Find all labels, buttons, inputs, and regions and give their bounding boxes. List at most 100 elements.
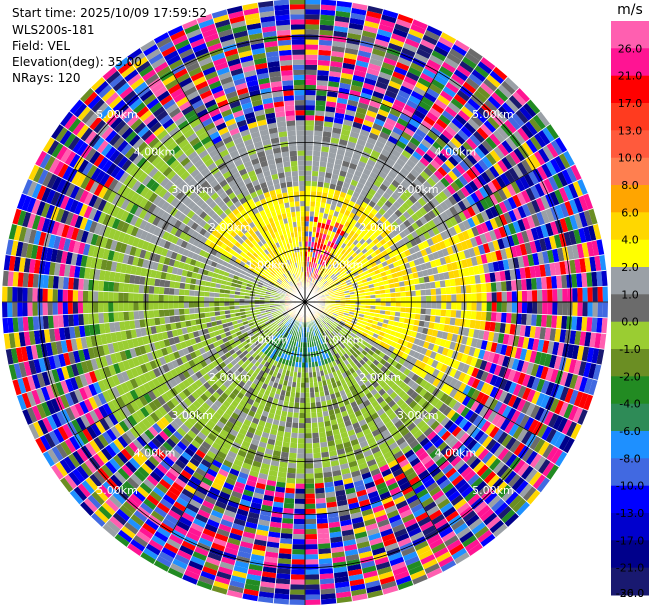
velocity-bin [461, 258, 468, 269]
velocity-bin [510, 312, 517, 325]
velocity-bin [346, 234, 353, 241]
velocity-bin [450, 309, 457, 318]
velocity-bin [295, 483, 305, 489]
velocity-bin [314, 125, 324, 132]
velocity-bin [335, 281, 341, 286]
velocity-bin [344, 47, 359, 55]
velocity-bin [345, 104, 358, 112]
velocity-bin [361, 266, 368, 273]
velocity-bin [334, 292, 340, 296]
velocity-bin [576, 273, 583, 288]
velocity-bin [492, 261, 500, 272]
velocity-bin [588, 208, 598, 225]
velocity-bin [330, 55, 344, 63]
velocity-bin [305, 236, 309, 242]
velocity-bin [443, 57, 459, 70]
velocity-bin [332, 276, 338, 282]
velocity-bin [311, 417, 318, 423]
velocity-bin [448, 270, 455, 280]
velocity-bin [404, 38, 420, 49]
velocity-bin [328, 291, 334, 295]
velocity-bin [321, 260, 326, 266]
velocity-bin [428, 54, 444, 66]
velocity-bin [400, 131, 413, 142]
velocity-bin [494, 109, 508, 123]
velocity-bin [356, 257, 363, 264]
velocity-bin [466, 228, 475, 239]
velocity-bin [405, 307, 411, 314]
velocity-bin [315, 492, 326, 499]
velocity-bin [474, 65, 490, 79]
velocity-bin [394, 175, 404, 185]
velocity-bin [311, 267, 315, 273]
velocity-bin [305, 443, 313, 449]
velocity-bin [369, 171, 379, 180]
velocity-bin [365, 244, 372, 252]
velocity-bin [305, 49, 319, 55]
velocity-bin [351, 269, 358, 275]
velocity-bin [360, 189, 369, 197]
velocity-bin [312, 452, 322, 459]
velocity-bin [501, 236, 510, 249]
velocity-bin [530, 227, 540, 241]
velocity-bin [423, 213, 433, 223]
velocity-bin [562, 288, 568, 302]
velocity-bin [305, 100, 316, 106]
velocity-bin [470, 310, 477, 320]
velocity-bin [414, 209, 424, 219]
velocity-bin [305, 453, 314, 459]
velocity-bin [423, 222, 432, 232]
velocity-bin [421, 96, 435, 108]
velocity-bin [352, 74, 366, 83]
velocity-bin [548, 175, 559, 192]
velocity-bin [482, 242, 491, 254]
velocity-bin [529, 265, 536, 279]
velocity-bin [363, 77, 377, 86]
velocity-bin [352, 260, 359, 267]
velocity-bin [287, 467, 297, 474]
velocity-bin [415, 302, 422, 309]
velocity-bin [444, 279, 451, 288]
velocity-bin [311, 175, 319, 182]
velocity-bin [368, 258, 375, 265]
velocity-bin [509, 268, 516, 281]
velocity-bin [385, 157, 396, 167]
velocity-bin [354, 64, 368, 73]
velocity-bin [543, 178, 555, 194]
velocity-bin [315, 502, 327, 509]
velocity-bin [286, 477, 296, 484]
velocity-bin [435, 287, 442, 296]
velocity-bin [557, 302, 563, 316]
velocity-bin [462, 156, 474, 169]
velocity-bin [512, 194, 522, 208]
velocity-bin [319, 436, 328, 443]
velocity-bin [512, 164, 524, 179]
velocity-bin [592, 302, 598, 318]
velocity-bin [358, 177, 367, 185]
velocity-bin [468, 266, 475, 276]
velocity-bin [284, 426, 292, 433]
velocity-bin [293, 518, 305, 525]
velocity-bin [403, 127, 415, 137]
velocity-bin [323, 121, 334, 128]
velocity-bin [330, 282, 336, 287]
velocity-bin [433, 273, 440, 282]
velocity-bin [384, 174, 394, 184]
velocity-bin [584, 257, 592, 273]
velocity-bin [494, 88, 509, 102]
velocity-bin [316, 528, 330, 534]
velocity-bin [558, 153, 571, 169]
velocity-bin [326, 91, 339, 98]
velocity-bin [315, 90, 328, 97]
velocity-bin [350, 302, 356, 305]
velocity-bin [432, 183, 443, 194]
velocity-bin [358, 45, 373, 54]
velocity-bin [383, 279, 389, 286]
velocity-bin [404, 249, 412, 257]
velocity-bin [542, 302, 548, 315]
velocity-bin [354, 111, 366, 120]
velocity-bin [408, 154, 420, 165]
velocity-bin [322, 280, 328, 286]
velocity-bin [327, 246, 333, 253]
velocity-bin [416, 174, 427, 185]
